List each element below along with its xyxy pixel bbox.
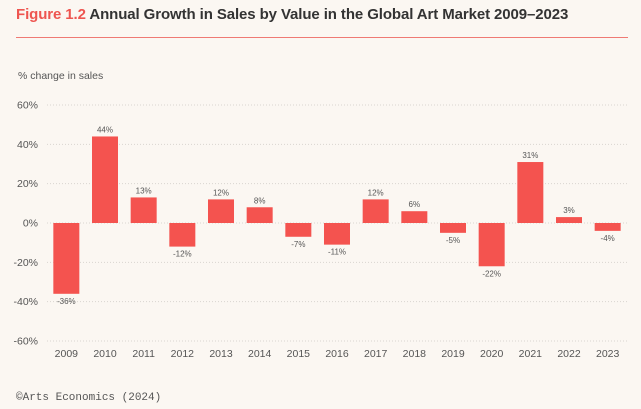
x-tick-label: 2020 bbox=[480, 348, 504, 360]
x-tick-label: 2014 bbox=[248, 348, 272, 360]
data-label: -7% bbox=[291, 240, 305, 249]
bar bbox=[92, 136, 118, 223]
data-label: 12% bbox=[368, 188, 384, 197]
data-label: 3% bbox=[563, 206, 575, 215]
data-label: -4% bbox=[601, 234, 615, 243]
y-tick-label: -40% bbox=[13, 296, 38, 308]
x-tick-label: 2023 bbox=[596, 348, 620, 360]
data-label: -36% bbox=[57, 297, 76, 306]
bar bbox=[440, 223, 466, 233]
data-label: -12% bbox=[173, 250, 192, 259]
x-tick-label: 2010 bbox=[93, 348, 117, 360]
x-tick-label: 2017 bbox=[364, 348, 388, 360]
data-label: 6% bbox=[409, 200, 421, 209]
title-divider bbox=[16, 37, 628, 38]
x-tick-label: 2011 bbox=[132, 348, 155, 360]
y-tick-label: 60% bbox=[17, 100, 38, 112]
x-tick-label: 2018 bbox=[403, 348, 427, 360]
x-tick-label: 2013 bbox=[209, 348, 233, 360]
bar bbox=[478, 223, 505, 267]
data-label: 13% bbox=[136, 186, 152, 195]
y-tick-label: 40% bbox=[17, 139, 38, 151]
bar bbox=[362, 199, 389, 223]
x-tick-label: 2012 bbox=[171, 348, 195, 360]
data-label: 8% bbox=[254, 196, 266, 205]
bar bbox=[208, 199, 234, 223]
bar bbox=[556, 217, 582, 223]
x-tick-label: 2015 bbox=[287, 348, 311, 360]
x-axis-ticks: 2009 2010 2011 2012 2013 2014 2015 2016 2017 2018… bbox=[55, 348, 620, 360]
data-label: -11% bbox=[328, 248, 346, 257]
bar bbox=[594, 223, 621, 231]
bar bbox=[246, 207, 273, 223]
x-tick-label: 2022 bbox=[557, 348, 581, 360]
y-tick-label: -60% bbox=[13, 336, 38, 348]
data-label: 12% bbox=[213, 188, 229, 197]
bar bbox=[401, 211, 428, 223]
x-tick-label: 2019 bbox=[441, 348, 465, 360]
bar bbox=[169, 223, 196, 247]
y-tick-label: 20% bbox=[17, 178, 38, 190]
x-tick-label: 2009 bbox=[55, 348, 79, 360]
source-credit: ©Arts Economics (2024) bbox=[16, 392, 162, 404]
bar bbox=[285, 223, 312, 237]
bar bbox=[324, 223, 350, 245]
y-axis-ticks: 60% 40% 20% 0% -20% -40% -60% bbox=[13, 100, 38, 348]
title-text: Annual Growth in Sales by Value in the G… bbox=[89, 6, 569, 23]
bar bbox=[53, 223, 80, 294]
chart-title: Figure 1.2 Annual Growth in Sales by Val… bbox=[16, 6, 568, 23]
data-label: 31% bbox=[522, 151, 538, 160]
data-label: 44% bbox=[97, 125, 113, 134]
data-label: -5% bbox=[446, 236, 460, 245]
y-tick-label: -20% bbox=[13, 257, 38, 269]
data-labels: -36% 44% 13% -12% 12% 8% -7% -11% 12% 6% -5% -22% 31… bbox=[57, 125, 615, 305]
y-tick-label: 0% bbox=[23, 218, 38, 230]
x-tick-label: 2016 bbox=[325, 348, 349, 360]
figure-label: Figure 1.2 bbox=[16, 6, 86, 23]
bar bbox=[517, 162, 544, 223]
y-axis-label: % change in sales bbox=[18, 70, 103, 82]
bar bbox=[130, 197, 157, 223]
data-label: -22% bbox=[482, 269, 501, 278]
x-tick-label: 2021 bbox=[519, 348, 543, 360]
bars bbox=[53, 136, 621, 294]
